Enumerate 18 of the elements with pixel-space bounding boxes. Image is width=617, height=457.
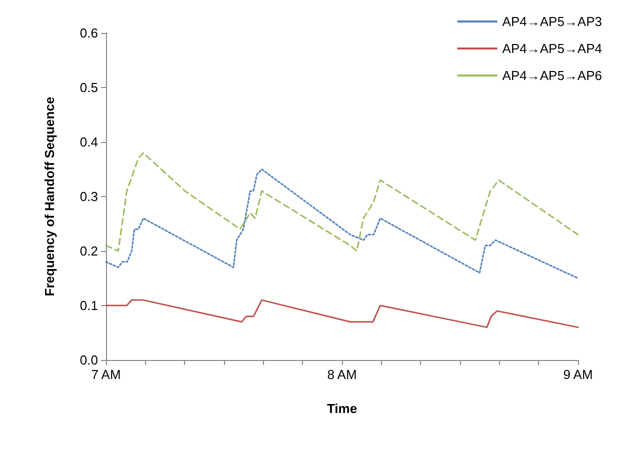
y-axis-title: Frequency of Handoff Sequence <box>42 96 57 296</box>
y-tick-label: 0.6 <box>80 26 98 40</box>
legend-label: AP4→AP5→AP4 <box>502 41 602 56</box>
x-tick-label: 9 AM <box>563 367 593 382</box>
y-tick-label: 0.2 <box>80 244 98 258</box>
y-tick-label: 0.5 <box>80 80 98 95</box>
line-series <box>105 299 579 328</box>
x-tick-label: 7 AM <box>91 367 121 382</box>
legend-label: AP4→AP5→AP6 <box>502 68 602 83</box>
x-tick-label: 8 AM <box>327 367 357 382</box>
line-series <box>105 168 579 279</box>
y-tick-label: 0.1 <box>80 298 98 313</box>
y-tick-label: 0.4 <box>80 134 98 150</box>
x-axis-title: Time <box>326 401 358 416</box>
legend-label: AP4→AP5→AP3 <box>502 14 602 29</box>
y-tick-label: 0.3 <box>80 189 98 204</box>
y-tick-label: 0.0 <box>80 352 98 368</box>
line-series <box>105 152 579 252</box>
